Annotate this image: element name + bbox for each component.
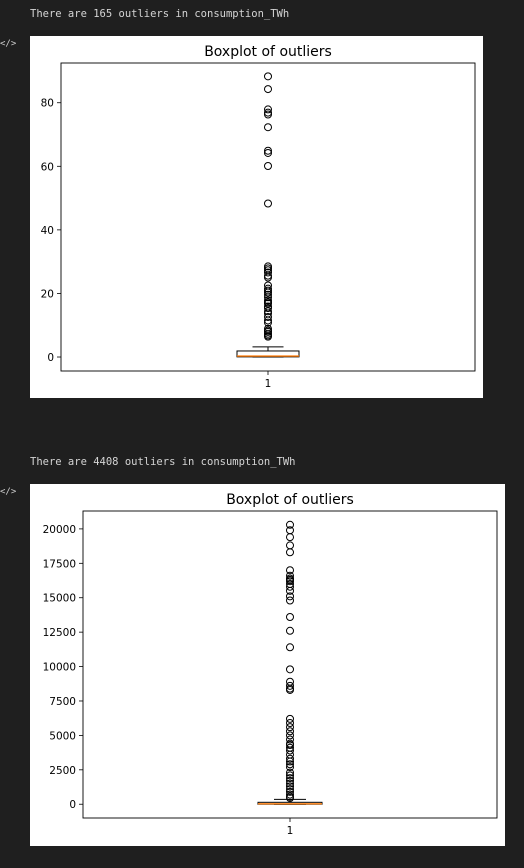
output-message: There are 165 outliers in consumption_TW… [30, 8, 289, 20]
y-tick-label: 60 [41, 161, 54, 173]
y-tick-label: 40 [41, 225, 54, 237]
outlier-point [287, 597, 294, 604]
outlier-point [287, 751, 294, 758]
outlier-point [287, 724, 294, 731]
y-tick-label: 15000 [43, 593, 76, 605]
y-tick-label: 0 [69, 799, 76, 811]
y-tick-label: 12500 [43, 627, 76, 639]
y-tick-label: 5000 [49, 730, 76, 742]
outlier-point [265, 200, 272, 207]
outlier-point [287, 549, 294, 556]
outlier-point [287, 720, 294, 727]
outlier-point [265, 162, 272, 169]
x-tick-label: 1 [287, 825, 294, 837]
y-tick-label: 17500 [43, 558, 76, 570]
outlier-point [287, 728, 294, 735]
outlier-point [287, 542, 294, 549]
chart-panel: Boxplot of outliers 0 2500 5000 7500 10000 125… [30, 484, 505, 846]
y-tick-label: 2500 [49, 765, 76, 777]
y-tick-label: 7500 [49, 696, 76, 708]
y-tick-label: 0 [47, 352, 54, 364]
chart-title: Boxplot of outliers [204, 44, 332, 60]
y-tick-label: 20000 [43, 524, 76, 536]
outlier-point [287, 666, 294, 673]
outlier-point [265, 124, 272, 131]
chart-title: Boxplot of outliers [226, 492, 354, 508]
outlier-point [265, 86, 272, 93]
code-icon[interactable]: </> [0, 39, 16, 49]
chart-panel: Boxplot of outliers 0 20 40 60 80 1 [30, 36, 483, 398]
outlier-point [287, 534, 294, 541]
outlier-point [287, 715, 294, 722]
outlier-point [287, 627, 294, 634]
x-tick-label: 1 [265, 378, 272, 390]
y-tick-label: 80 [41, 98, 54, 110]
outlier-point [287, 644, 294, 651]
y-tick-label: 10000 [43, 662, 76, 674]
boxplot-chart: Boxplot of outliers 0 20 40 60 80 1 [30, 36, 483, 398]
outlier-point [287, 732, 294, 739]
output-message: There are 4408 outliers in consumption_T… [30, 456, 296, 468]
boxplot-chart: Boxplot of outliers 0 2500 5000 7500 10000 125… [30, 484, 505, 846]
y-tick-label: 20 [41, 288, 54, 300]
outlier-point [287, 614, 294, 621]
outlier-point [287, 678, 294, 685]
code-icon[interactable]: </> [0, 487, 16, 497]
outlier-point [265, 73, 272, 80]
